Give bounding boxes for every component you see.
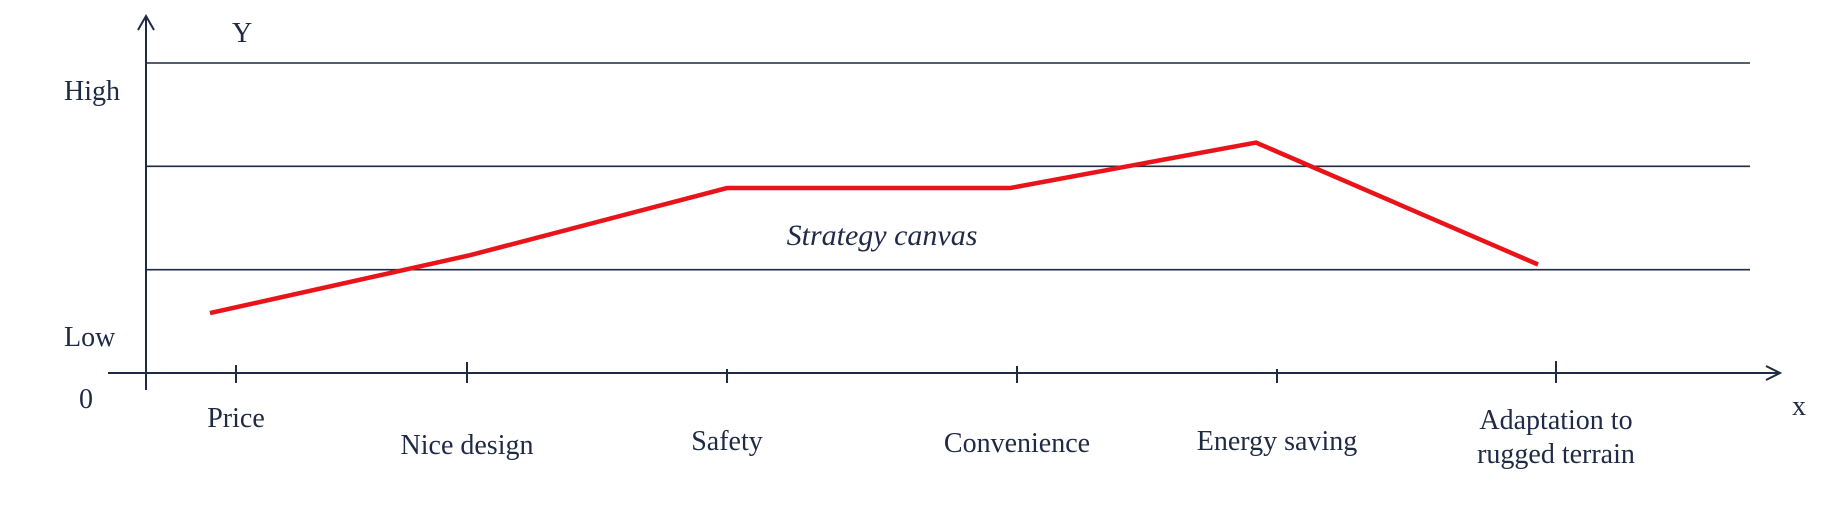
x-tick-label: Nice design: [401, 430, 534, 461]
series: [209, 140, 1539, 316]
x-axis-label: x: [1792, 391, 1806, 422]
x-tick-label: Price: [207, 403, 265, 434]
x-tick-label: Energy saving: [1197, 426, 1357, 457]
origin-label: 0: [79, 384, 93, 415]
y-axis-label: Y: [232, 18, 252, 49]
x-axis-arrow: [1765, 365, 1783, 381]
x-tick-label: Adaptation to rugged terrain: [1477, 405, 1635, 470]
axes: Y x 0 High Low: [64, 13, 1806, 422]
x-tick-label: Safety: [691, 426, 763, 457]
x-tick-label: Convenience: [944, 428, 1090, 459]
x-ticks: [235, 361, 1557, 383]
y-level-high-label: High: [64, 76, 120, 107]
y-axis-arrow: [137, 13, 155, 31]
x-tick-labels: Price Nice design Safety Convenience Energy …: [207, 403, 1635, 470]
series-line: [209, 140, 1539, 316]
chart-title: Strategy canvas: [787, 219, 978, 252]
y-level-low-label: Low: [64, 322, 116, 353]
